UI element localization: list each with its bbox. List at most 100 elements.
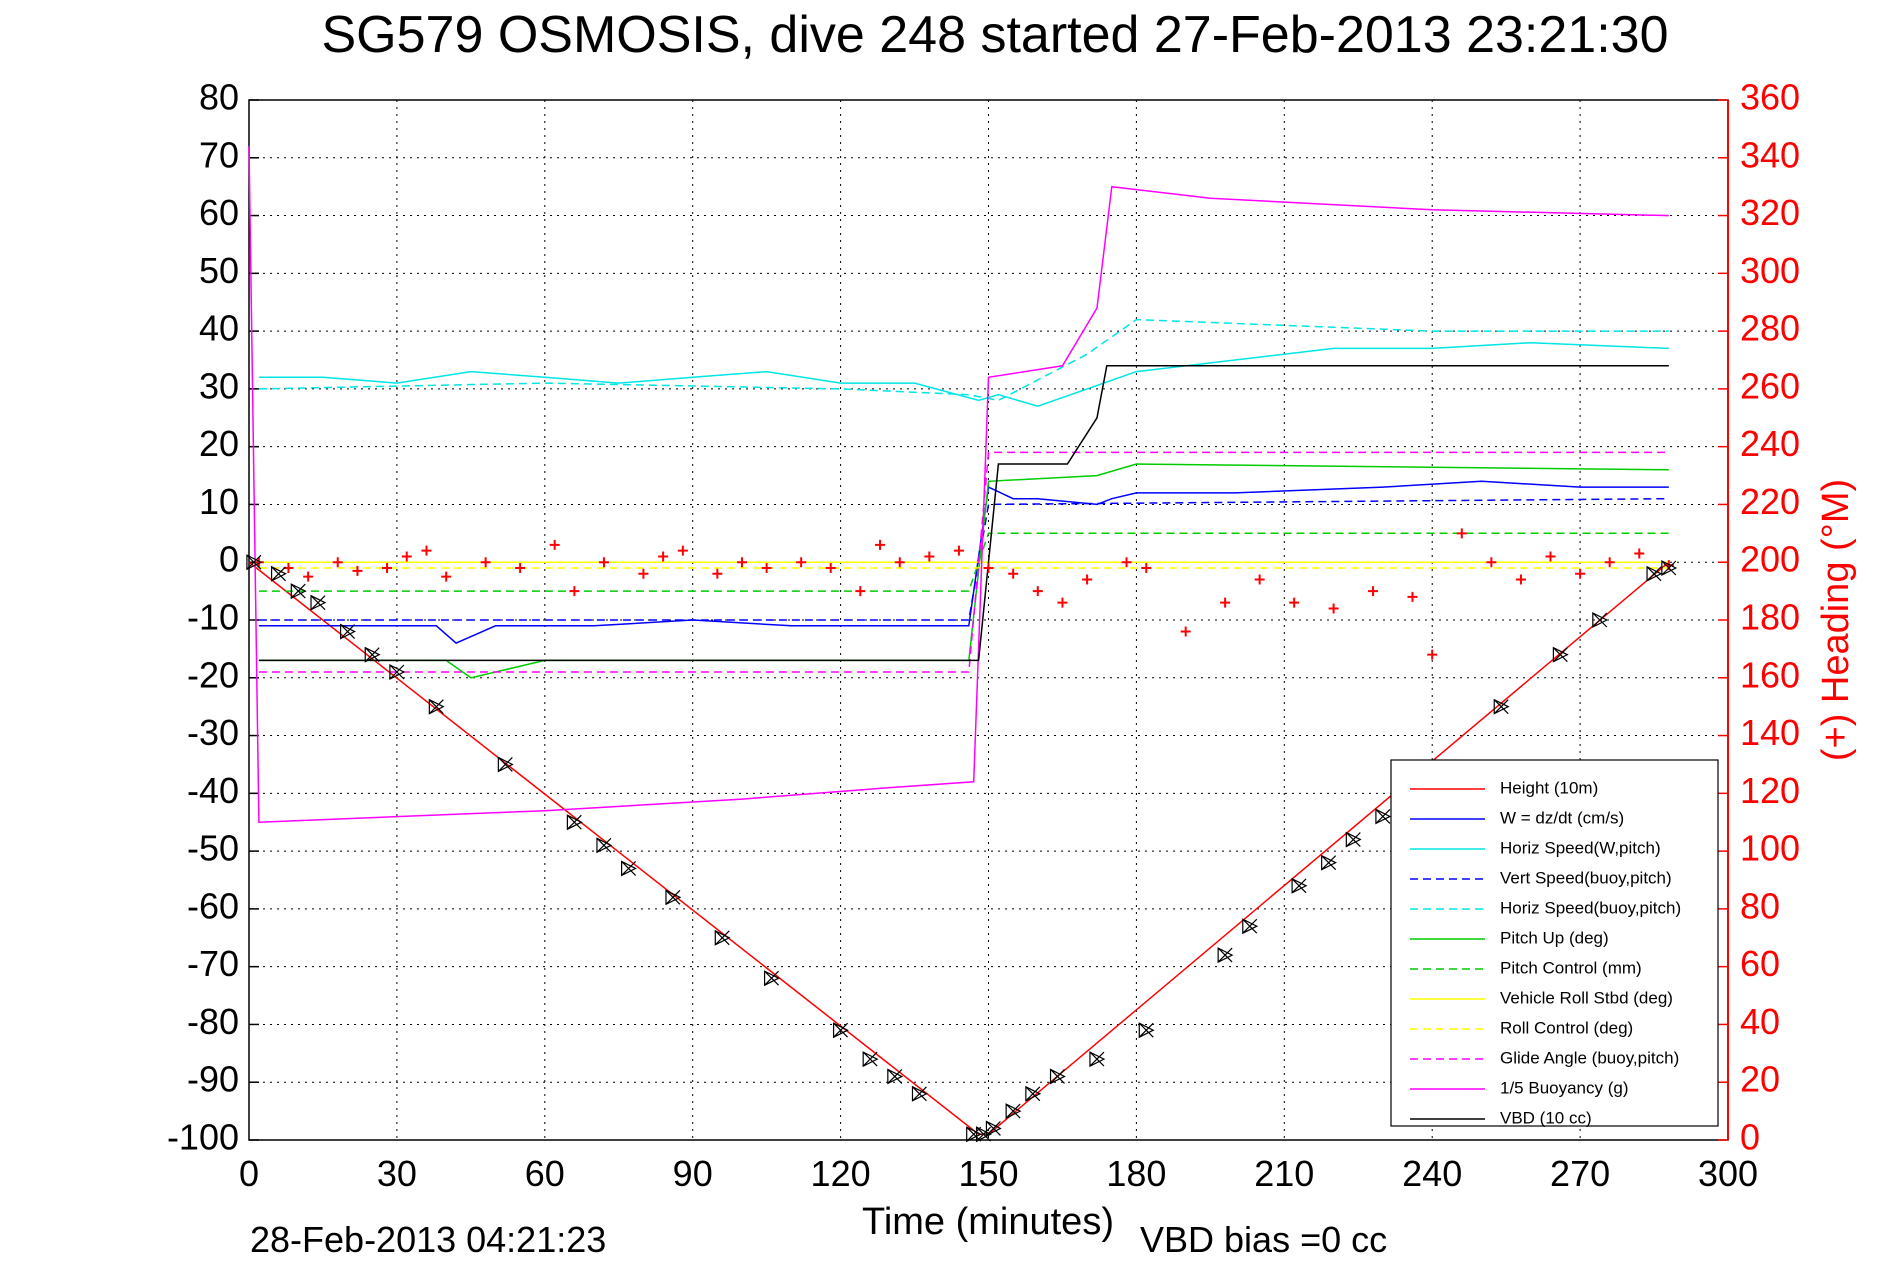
x-tick-label: 30 bbox=[377, 1153, 417, 1194]
y-tick-label: -50 bbox=[187, 828, 239, 869]
legend-label: Height (10m) bbox=[1500, 778, 1598, 797]
depth-marker bbox=[621, 860, 637, 877]
right-tick-label: 200 bbox=[1740, 539, 1800, 580]
right-tick-label: 180 bbox=[1740, 597, 1800, 638]
right-tick-label: 340 bbox=[1740, 134, 1800, 175]
heading-marker bbox=[401, 551, 412, 562]
heading-marker bbox=[303, 571, 314, 582]
heading-marker bbox=[1368, 586, 1379, 597]
depth-marker bbox=[428, 698, 445, 715]
depth-marker bbox=[833, 1022, 849, 1039]
heading-marker bbox=[825, 563, 836, 573]
right-axis-ticks: 3603403203002802602402202001801601401201… bbox=[1718, 77, 1800, 1158]
x-tick-label: 240 bbox=[1402, 1153, 1462, 1194]
y-tick-label: 20 bbox=[199, 423, 239, 464]
x-tick-label: 210 bbox=[1254, 1153, 1314, 1194]
heading-marker bbox=[894, 557, 905, 568]
legend-label: Glide Angle (buoy,pitch) bbox=[1500, 1048, 1679, 1067]
chart-title: SG579 OSMOSIS, dive 248 started 27-Feb-2… bbox=[321, 6, 1668, 64]
heading-marker bbox=[855, 586, 866, 597]
depth-marker bbox=[1217, 947, 1234, 964]
depth-marker bbox=[1025, 1085, 1042, 1102]
heading-marker bbox=[1604, 557, 1615, 568]
depth-marker bbox=[1049, 1068, 1066, 1085]
heading-marker bbox=[421, 545, 432, 556]
y-tick-label: 40 bbox=[199, 308, 239, 349]
legend: Height (10m) W = dz/dt (cm/s) Horiz Speed(… bbox=[1390, 759, 1719, 1127]
depth-marker bbox=[340, 623, 356, 640]
x-tick-label: 150 bbox=[958, 1153, 1018, 1194]
heading-marker bbox=[569, 586, 580, 597]
depth-marker bbox=[1661, 560, 1678, 576]
left-axis-ticks: 80 70 60 50 40 30 20 10 0 -10 -20 -30 -40 -50 -60 -70 -8… bbox=[167, 77, 259, 1158]
heading-marker bbox=[1515, 574, 1526, 585]
y-tick-label: 80 bbox=[199, 77, 239, 118]
depth-marker bbox=[1138, 1022, 1155, 1039]
legend-label: Roll Control (deg) bbox=[1500, 1018, 1633, 1037]
heading-marker bbox=[737, 557, 747, 568]
depth-marker bbox=[665, 889, 682, 906]
y-tick-label: -60 bbox=[187, 885, 239, 926]
heading-marker bbox=[1141, 563, 1152, 573]
depth-markers bbox=[246, 554, 1678, 1143]
depth-marker bbox=[1375, 808, 1392, 825]
heading-marker bbox=[1121, 557, 1132, 568]
right-tick-label: 260 bbox=[1740, 365, 1800, 406]
heading-marker bbox=[1575, 568, 1586, 579]
y-tick-label: -10 bbox=[187, 597, 239, 638]
x-tick-label: 120 bbox=[811, 1153, 871, 1194]
depth-marker bbox=[566, 814, 583, 831]
heading-marker bbox=[1180, 626, 1191, 637]
heading-marker bbox=[352, 565, 363, 576]
depth-marker bbox=[1552, 646, 1569, 663]
heading-markers bbox=[253, 528, 1674, 660]
heading-marker bbox=[549, 539, 560, 550]
right-tick-label: 300 bbox=[1740, 250, 1800, 291]
legend-label: VBD (10 cc) bbox=[1500, 1108, 1592, 1127]
heading-marker bbox=[953, 545, 964, 556]
right-tick-label: 140 bbox=[1740, 712, 1800, 753]
vbd-bias-label: VBD bias =0 cc bbox=[1140, 1219, 1387, 1260]
heading-marker bbox=[983, 563, 994, 573]
legend-label: 1/5 Buoyancy (g) bbox=[1500, 1078, 1629, 1097]
right-tick-label: 160 bbox=[1740, 654, 1800, 695]
heading-marker bbox=[677, 545, 688, 556]
y-tick-label: 60 bbox=[199, 192, 239, 233]
y-tick-label: -70 bbox=[187, 943, 239, 984]
y-tick-label: 30 bbox=[199, 365, 239, 406]
depth-marker bbox=[1646, 565, 1663, 582]
legend-label: Horiz Speed(W,pitch) bbox=[1500, 838, 1661, 857]
heading-marker bbox=[515, 563, 526, 573]
right-tick-label: 220 bbox=[1740, 481, 1800, 522]
heading-marker bbox=[332, 557, 343, 568]
x-tick-label: 0 bbox=[239, 1153, 259, 1194]
depth-marker bbox=[1345, 831, 1362, 848]
series-line bbox=[258, 318, 1669, 402]
heading-marker bbox=[1008, 568, 1019, 579]
y-tick-label: -100 bbox=[167, 1117, 239, 1158]
right-tick-label: 100 bbox=[1740, 828, 1800, 869]
depth-marker bbox=[310, 594, 327, 611]
heading-marker bbox=[1057, 597, 1068, 608]
depth-marker bbox=[246, 554, 263, 571]
heading-marker bbox=[1634, 548, 1645, 559]
heading-marker bbox=[712, 568, 723, 579]
legend-box bbox=[1390, 759, 1719, 1127]
x-tick-label: 60 bbox=[525, 1153, 565, 1194]
heading-marker bbox=[924, 551, 935, 562]
heading-marker bbox=[1328, 603, 1339, 614]
right-tick-label: 120 bbox=[1740, 770, 1800, 811]
heading-marker bbox=[441, 571, 452, 582]
heading-marker bbox=[1407, 591, 1418, 602]
legend-label: Vert Speed(buoy,pitch) bbox=[1500, 868, 1672, 887]
heading-marker bbox=[1545, 551, 1556, 562]
series-line bbox=[258, 365, 1669, 662]
y-tick-label: -90 bbox=[187, 1059, 239, 1100]
heading-marker bbox=[658, 551, 669, 562]
x-tick-label: 180 bbox=[1106, 1153, 1166, 1194]
depth-marker bbox=[1321, 854, 1338, 871]
depth-marker bbox=[1242, 918, 1259, 935]
y-tick-label: 70 bbox=[199, 134, 239, 175]
right-tick-label: 20 bbox=[1740, 1059, 1780, 1100]
right-tick-label: 40 bbox=[1740, 1001, 1780, 1042]
